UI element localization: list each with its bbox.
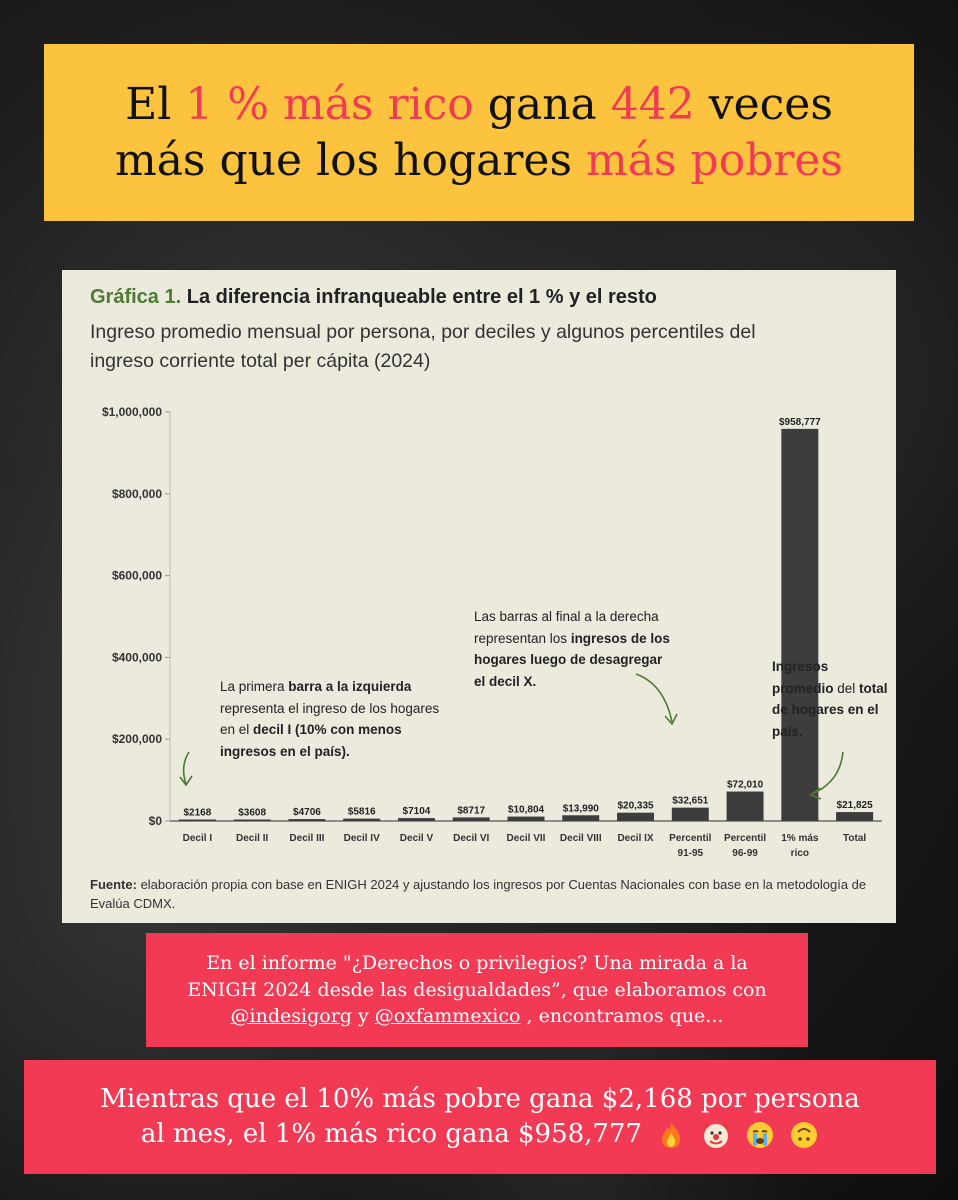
headline-line-1: El 1 % más rico gana 442 veces — [125, 78, 833, 130]
chart-title-text: La diferencia infranqueable entre el 1 %… — [181, 286, 657, 308]
annotation-text: total de hogares en el país. — [772, 680, 888, 739]
conclusion-box: Mientras que el 10% más pobre gana $2,16… — [24, 1060, 936, 1174]
bar-2 — [233, 819, 271, 821]
x-tick-label: Decil II — [236, 833, 268, 844]
x-tick-label: Decil IV — [344, 833, 380, 844]
bar-data-label: $72,010 — [727, 780, 764, 791]
annotation-text: La primera — [220, 679, 289, 694]
bar-3 — [288, 819, 326, 821]
annotation-text: ingresos de los hogares luego de desagre… — [474, 630, 670, 689]
y-tick-label: $800,000 — [112, 487, 162, 501]
annotation-text: barra a la izquierda — [288, 679, 412, 694]
conclusion-line-1: Mientras que el 10% más pobre gana $2,16… — [100, 1083, 860, 1114]
headline-highlight-number: 442 — [610, 78, 695, 130]
crying-emoji — [746, 1122, 773, 1148]
fire-emoji — [662, 1122, 681, 1148]
bar-11 — [726, 791, 764, 821]
x-tick-label: Decil III — [289, 833, 324, 844]
bar-chart: $0 $200,000 $400,000 $600,000 $800,000 $1,000… — [102, 405, 882, 859]
bar-8 — [562, 815, 600, 821]
bar-6 — [452, 817, 490, 821]
headline-highlight-top: 1 % más rico — [185, 78, 474, 130]
x-tick-label: Percentil — [724, 833, 766, 844]
bar-data-label: $7104 — [403, 806, 431, 817]
y-tick-label: $600,000 — [112, 569, 162, 583]
x-tick-label: Percentil — [669, 833, 711, 844]
bar-4 — [343, 818, 381, 821]
annotation-middle: Las barras al final a la derecha represe… — [474, 606, 670, 692]
annotation-text: Las barras al final a la derecha represe… — [474, 609, 659, 646]
chart-source: Fuente: elaboración propia con base en E… — [90, 876, 870, 914]
bar-1 — [178, 819, 216, 821]
bar-data-label: $4706 — [293, 807, 321, 818]
bar-data-label: $958,777 — [779, 417, 821, 428]
annotation-text: decil I (10% con menos ingresos en el pa… — [220, 722, 402, 759]
arrow-middle-head — [664, 713, 678, 726]
annotation-text: representa el ingreso de los hogares en … — [220, 700, 440, 738]
headline-banner: El 1 % más rico gana 442 veces más que l… — [44, 44, 914, 221]
chart-subtitle: Ingreso promedio mensual por persona, po… — [90, 321, 756, 373]
arrow-middle — [635, 673, 673, 723]
annotation-text: del — [833, 680, 860, 696]
bar-data-label: $32,651 — [672, 796, 709, 807]
arrow-left-head — [179, 775, 193, 787]
x-tick-label: Decil VII — [507, 833, 546, 844]
annotation-left: La primera barra a la izquierda represen… — [220, 676, 446, 762]
chart-card: Gráfica 1. La diferencia infranqueable e… — [62, 270, 896, 923]
annotation-right: Ingresos promedio del total de hogares e… — [772, 656, 892, 742]
arrow-left — [182, 751, 190, 785]
x-tick-label: Decil VI — [453, 833, 489, 844]
bar-data-label: $20,335 — [617, 801, 654, 812]
x-tick-label: 91-95 — [678, 848, 704, 859]
source-label: Fuente: — [90, 877, 137, 892]
mention-indesigorg[interactable]: @indesigorg — [230, 1005, 352, 1028]
y-tick-label: $200,000 — [112, 732, 162, 746]
bar-data-label: $2168 — [183, 808, 211, 819]
conclusion-line-2: al mes, el 1% más rico gana $958,777 — [24, 1117, 936, 1152]
report-info-box: En el informe "¿Derechos o privilegios? … — [146, 933, 808, 1047]
info-line-2: ENIGH 2024 desde las desigualdades”, que… — [187, 978, 767, 1001]
upside-down-face-emoji — [791, 1122, 818, 1148]
headline-line-2: más que los hogares más pobres — [114, 134, 844, 186]
bar-5 — [397, 818, 435, 821]
x-tick-label: Decil VIII — [560, 833, 602, 844]
bar-data-label: $13,990 — [563, 803, 600, 814]
bar-data-label: $5816 — [348, 807, 376, 818]
arrow-right-head — [809, 787, 822, 800]
headline-highlight-bottom: más pobres — [586, 134, 844, 186]
bar-data-label: $10,804 — [508, 805, 545, 816]
bar-data-label: $21,825 — [837, 800, 874, 811]
bar-9 — [617, 812, 655, 821]
x-tick-label: Decil V — [400, 833, 434, 844]
bar-data-label: $8717 — [457, 805, 485, 816]
clown-emoji — [702, 1124, 729, 1148]
x-tick-label: 1% más — [781, 833, 819, 844]
y-tick-label: $1,000,000 — [102, 405, 162, 419]
bar-12 — [781, 428, 819, 821]
bar-data-label: $3608 — [238, 808, 266, 819]
arrow-right — [811, 751, 844, 795]
bar-13 — [836, 812, 874, 821]
chart-title-label: Gráfica 1. — [90, 286, 182, 308]
source-text: elaboración propia con base en ENIGH 202… — [90, 877, 867, 911]
x-tick-label: Total — [843, 833, 866, 844]
info-line-3: @indesigorg y @oxfammexico , encontramos… — [230, 1005, 724, 1028]
x-tick-label: rico — [791, 848, 809, 859]
bar-7 — [507, 816, 545, 821]
y-tick-label: $0 — [149, 814, 163, 828]
bar-10 — [671, 807, 709, 821]
y-tick-label: $400,000 — [112, 650, 162, 664]
mention-oxfammexico[interactable]: @oxfammexico — [374, 1005, 521, 1028]
x-tick-label: Decil I — [183, 833, 213, 844]
x-tick-label: 96-99 — [732, 848, 758, 859]
x-tick-label: Decil IX — [617, 833, 653, 844]
annotation-text: Ingresos promedio — [772, 659, 834, 696]
info-line-1: En el informe "¿Derechos o privilegios? … — [206, 952, 748, 975]
chart-title: Gráfica 1. La diferencia infranqueable e… — [90, 286, 657, 309]
